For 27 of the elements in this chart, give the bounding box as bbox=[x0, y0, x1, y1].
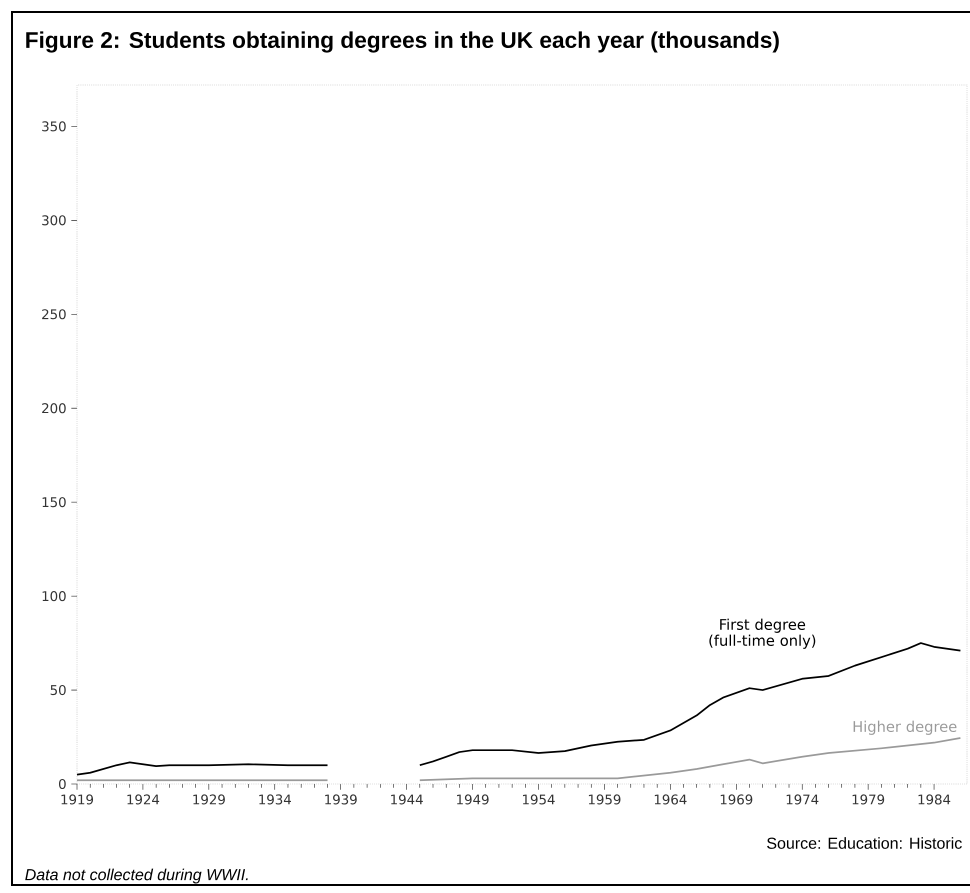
y-tick-label: 250 bbox=[42, 309, 66, 320]
x-tick-label: 1944 bbox=[391, 794, 423, 804]
x-tick-label: 1959 bbox=[588, 794, 620, 804]
x-tick-label: 1979 bbox=[852, 794, 884, 804]
x-tick-label: 1984 bbox=[918, 794, 950, 804]
series-label: First degree (full-time only) bbox=[709, 618, 816, 649]
x-tick-label: 1929 bbox=[193, 794, 225, 804]
x-tick-label: 1974 bbox=[786, 794, 818, 804]
x-tick-label: 1964 bbox=[654, 794, 687, 804]
y-tick-label: 0 bbox=[58, 778, 66, 790]
y-tick-label: 150 bbox=[42, 497, 66, 508]
x-tick-label: 1924 bbox=[127, 794, 160, 804]
chart-title: Figure 2: Students obtaining degrees in the UK each year (thousands) bbox=[26, 31, 779, 53]
x-tick-label: 1939 bbox=[325, 794, 357, 804]
y-tick-label: 200 bbox=[42, 403, 66, 414]
series-label: Higher degree bbox=[854, 720, 956, 735]
x-tick-label: 1949 bbox=[457, 794, 489, 804]
y-tick-label: 50 bbox=[50, 685, 66, 696]
x-tick-label: 1954 bbox=[522, 794, 555, 804]
y-tick-label: 300 bbox=[42, 215, 66, 226]
x-tick-label: 1934 bbox=[259, 794, 291, 804]
text: Data not collected during WWII. bbox=[25, 868, 248, 884]
x-tick-label: 1919 bbox=[62, 794, 94, 804]
y-tick-label: 350 bbox=[42, 121, 66, 132]
y-tick-label: 100 bbox=[42, 591, 66, 602]
x-tick-label: 1969 bbox=[720, 794, 752, 804]
source-note: Source: Education: Historic bbox=[767, 837, 962, 849]
